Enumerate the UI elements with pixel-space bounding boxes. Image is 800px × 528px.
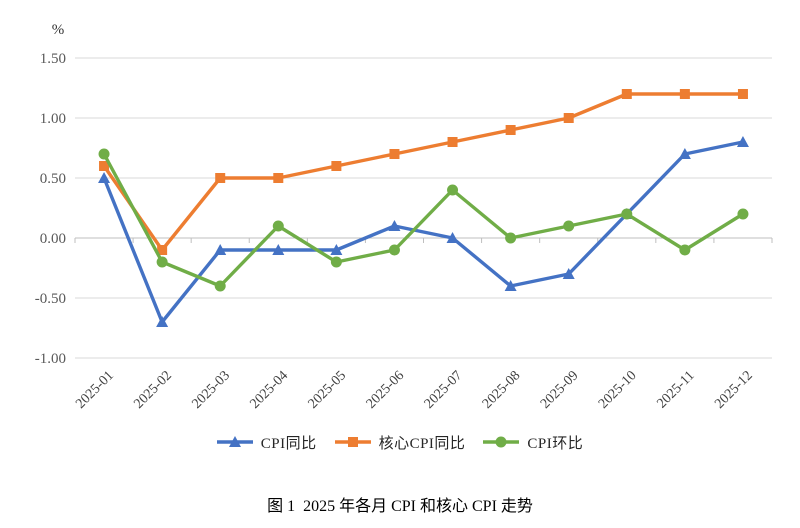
legend-label: 核心CPI同比 [378,435,466,452]
data-point-marker [272,220,284,232]
legend-item-cpi-mom: CPI环比 [483,432,583,453]
data-point-marker [678,148,691,159]
data-point-marker [446,232,459,243]
legend-item-cpi-yoy: CPI同比 [216,432,317,453]
series-0 [98,136,749,327]
series-2 [98,148,749,292]
x-axis-tick-label: 2025-05 [306,368,350,412]
legend-line-triangle-icon [216,436,253,447]
data-point-marker [737,89,748,99]
data-point-marker [273,173,284,183]
data-point-marker [272,244,285,255]
y-axis-tick-label: 0.50 [40,171,66,187]
y-axis-tick-label: -1.00 [35,351,66,367]
x-axis-tick-label: 2025-04 [248,368,292,412]
data-point-marker [737,208,749,220]
data-point-marker [447,184,459,196]
data-point-marker [621,208,633,220]
data-point-marker [157,245,168,255]
data-point-marker [98,172,111,183]
data-point-marker [388,220,401,231]
data-point-marker [736,136,749,147]
x-axis-tick-label: 2025-10 [596,368,640,412]
data-point-marker [347,437,358,447]
data-point-marker [330,244,343,255]
legend-label: CPI同比 [260,435,317,452]
data-point-marker [389,149,400,159]
y-axis-tick-label: 0.00 [40,231,66,247]
data-point-marker [621,89,632,99]
legend-line-square-icon [334,437,371,447]
chart-legend: CPI同比 核心CPI同比 CPI环比 [0,430,800,454]
data-point-marker [563,220,575,232]
data-point-marker [388,244,400,256]
data-point-marker [447,137,458,147]
y-axis-tick-label: 1.50 [40,51,66,67]
data-point-marker [505,125,516,135]
legend-item-core-cpi-yoy: 核心CPI同比 [334,432,466,453]
y-axis-unit-label: % [52,22,65,38]
data-point-marker [679,89,690,99]
data-point-marker [214,244,227,255]
data-point-marker [562,268,575,279]
figure-caption: 图 1 2025 年各月 CPI 和核心 CPI 走势 [267,498,533,515]
data-point-marker [331,161,342,171]
y-axis-tick-label: 1.00 [40,111,66,127]
x-axis-tick-label: 2025-09 [538,368,582,412]
series-line-2 [102,152,745,288]
legend-line-circle-icon [483,436,520,448]
data-point-marker [505,232,517,244]
series-line-0 [102,140,745,324]
series-1 [99,89,748,255]
y-axis-tick-label: -0.50 [35,291,66,307]
data-point-marker [156,256,168,268]
x-axis-tick-label: 2025-12 [712,368,756,412]
x-axis-tick-label: 2025-08 [480,368,524,412]
x-axis-tick-label: 2025-01 [73,368,117,412]
data-point-marker [504,280,517,291]
data-point-marker [98,148,110,160]
series-line-1 [102,92,745,252]
data-point-marker [330,256,342,268]
x-axis-tick-label: 2025-02 [131,368,175,412]
cpi-line-chart-plot: 1.50 1.00 0.50 0.00 -0.50 -1.00% 2025-01 2025-0… [35,22,773,412]
data-point-marker [679,244,691,256]
x-axis-tick-label: 2025-07 [422,368,466,412]
data-point-marker [156,316,169,327]
data-point-marker [214,280,226,292]
x-axis-tick-label: 2025-03 [189,368,233,412]
data-point-marker [215,173,226,183]
data-point-marker [99,161,110,171]
data-point-marker [495,436,507,448]
data-point-marker [563,113,574,123]
x-axis-tick-label: 2025-11 [654,368,697,411]
x-axis-tick-label: 2025-06 [364,368,408,412]
data-point-marker [228,436,241,447]
legend-label: CPI环比 [527,435,584,452]
